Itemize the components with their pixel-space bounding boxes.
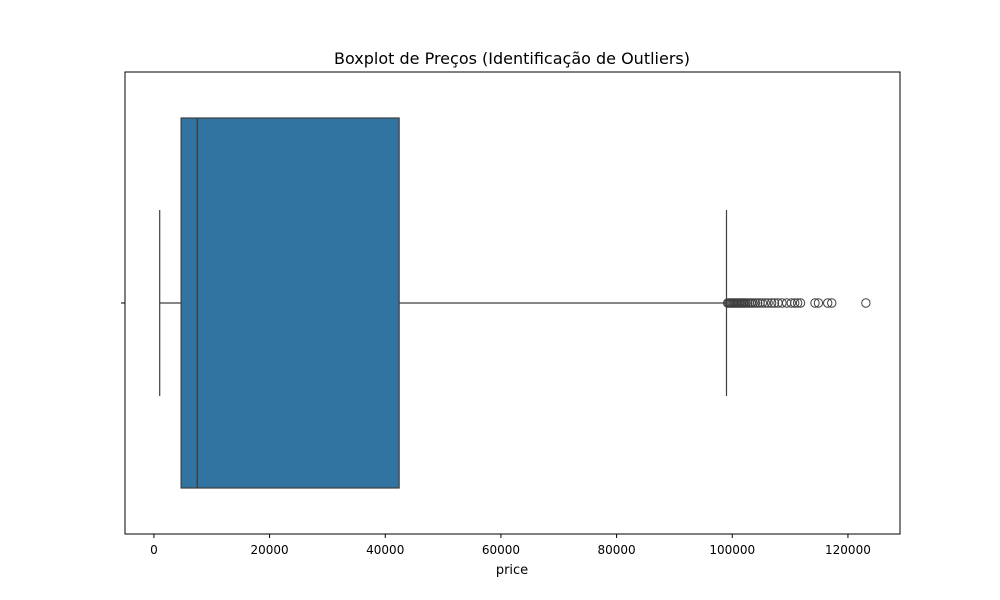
outlier-group bbox=[722, 298, 871, 308]
x-axis-label: price bbox=[496, 563, 528, 578]
outlier-point bbox=[748, 298, 758, 308]
x-axis: 0 20000 40000 60000 80000 100000 120000 bbox=[150, 534, 871, 557]
outlier-point bbox=[810, 298, 820, 308]
x-tick-label: 80000 bbox=[598, 543, 636, 557]
x-tick-label: 20000 bbox=[250, 543, 288, 557]
outlier-point bbox=[753, 298, 763, 308]
outlier-point bbox=[823, 298, 833, 308]
iqr-box bbox=[180, 117, 400, 489]
x-tick-label: 60000 bbox=[482, 543, 520, 557]
chart-title: Boxplot de Preços (Identificação de Outl… bbox=[334, 49, 690, 68]
x-tick-label: 100000 bbox=[709, 543, 755, 557]
outlier-point bbox=[795, 298, 806, 308]
outlier-point bbox=[750, 298, 761, 308]
outlier-point bbox=[790, 298, 800, 308]
box-group bbox=[159, 117, 728, 489]
x-tick-label: 40000 bbox=[366, 543, 404, 557]
outlier-point bbox=[777, 298, 787, 308]
x-tick-label: 0 bbox=[150, 543, 158, 557]
outlier-point bbox=[792, 298, 803, 308]
outlier-point bbox=[763, 298, 773, 308]
x-tick-label: 120000 bbox=[825, 543, 871, 557]
outlier-point bbox=[827, 298, 837, 308]
outlier-point bbox=[813, 298, 824, 308]
outlier-point bbox=[760, 298, 770, 308]
outlier-point bbox=[786, 298, 796, 308]
outlier-point bbox=[766, 298, 777, 308]
outlier-point bbox=[769, 298, 780, 308]
outlier-point bbox=[757, 298, 768, 308]
outlier-point bbox=[861, 298, 871, 308]
